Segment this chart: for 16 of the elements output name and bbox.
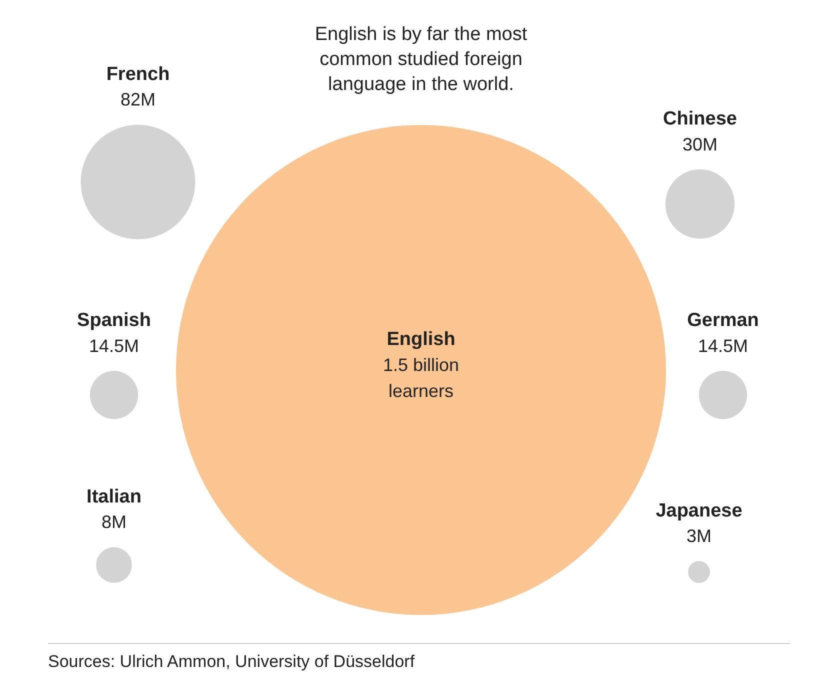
data-label: 14.5M — [698, 336, 748, 356]
data-label: 3M — [686, 526, 712, 546]
category-label: French — [106, 64, 170, 85]
source-note: Sources: Ulrich Ammon, University of Düsseldorf — [48, 652, 415, 672]
category-label: Chinese — [663, 108, 737, 130]
data-label: 14.5M — [88, 336, 140, 356]
data-label: 82M — [120, 90, 156, 110]
category-label: Japanese — [656, 500, 742, 522]
text: English is by far the most common studied foreign language in the world. — [314, 23, 528, 97]
data-label: 30M — [682, 134, 718, 154]
category-label: Italian — [86, 486, 142, 508]
data-label: 1.5 billion learners — [382, 354, 460, 401]
category-label: English — [386, 329, 456, 350]
data-label: 8M — [101, 512, 127, 532]
category-label: Spanish — [77, 310, 151, 332]
category-label: German — [687, 310, 759, 332]
